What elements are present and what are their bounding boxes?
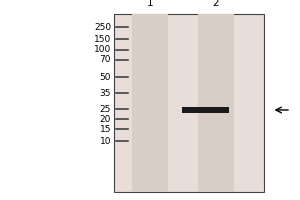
Text: 50: 50 — [100, 72, 111, 82]
Text: 35: 35 — [100, 88, 111, 98]
Bar — [198, 14, 234, 192]
Text: 25: 25 — [100, 104, 111, 114]
Text: 250: 250 — [94, 22, 111, 31]
Bar — [114, 14, 264, 192]
Bar — [132, 14, 168, 192]
Text: 20: 20 — [100, 114, 111, 123]
Text: 70: 70 — [100, 55, 111, 64]
Text: 1: 1 — [147, 0, 153, 8]
Bar — [182, 107, 229, 113]
Text: 2: 2 — [213, 0, 219, 8]
Text: 150: 150 — [94, 34, 111, 44]
Text: 15: 15 — [100, 124, 111, 134]
Text: 100: 100 — [94, 46, 111, 54]
Text: 10: 10 — [100, 136, 111, 146]
